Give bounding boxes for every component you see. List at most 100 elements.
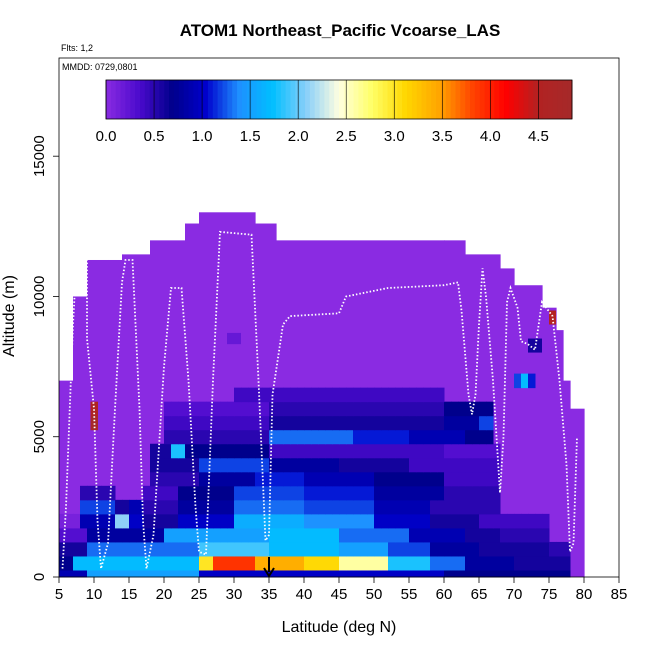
x-tick-label: 45 xyxy=(331,586,348,603)
heatmap-cell xyxy=(458,471,466,487)
heatmap-cell xyxy=(360,443,368,459)
heatmap-cell xyxy=(80,527,88,543)
heatmap-cell xyxy=(73,569,81,578)
heatmap-cell xyxy=(248,527,256,543)
heatmap-cell xyxy=(199,513,207,529)
heatmap-cell xyxy=(465,457,473,473)
heatmap-cell xyxy=(178,513,186,529)
heatmap-cell xyxy=(297,513,305,529)
heatmap-cell xyxy=(451,513,459,529)
heatmap-cell xyxy=(381,471,389,487)
heatmap-cell xyxy=(227,569,235,578)
heatmap-cell xyxy=(115,555,123,571)
colorbar-swatch xyxy=(455,80,461,119)
heatmap-cell xyxy=(395,499,403,515)
heatmap-cell xyxy=(234,471,242,487)
heatmap-cell xyxy=(73,513,81,529)
heatmap-cell xyxy=(276,415,284,431)
heatmap-cell xyxy=(388,569,396,578)
heatmap-cell xyxy=(178,415,186,431)
heatmap-cell xyxy=(213,457,221,473)
heatmap-cell xyxy=(360,569,368,578)
colorbar-tick-label: 4.5 xyxy=(528,128,549,145)
heatmap-cell xyxy=(472,527,480,543)
heatmap-cell xyxy=(157,443,165,459)
heatmap-cell xyxy=(87,527,95,543)
heatmap-cell xyxy=(192,415,200,431)
heatmap-cell xyxy=(290,415,298,431)
heatmap-cell xyxy=(157,555,165,571)
heatmap-cell xyxy=(206,499,214,515)
heatmap-cell xyxy=(521,541,529,557)
heatmap-cell xyxy=(493,541,501,557)
heatmap-cell xyxy=(213,415,221,431)
colorbar-swatch xyxy=(542,80,549,119)
heatmap-cell xyxy=(255,471,263,487)
heatmap-cell xyxy=(472,443,480,459)
heatmap-cell xyxy=(346,569,354,578)
heatmap-cell xyxy=(178,471,186,487)
heatmap-cell xyxy=(150,485,158,501)
heatmap-cell xyxy=(437,555,445,571)
x-tick-label: 60 xyxy=(436,586,453,603)
heatmap-cell xyxy=(241,415,249,431)
heatmap-cell xyxy=(101,499,109,515)
colorbar-swatch xyxy=(552,80,558,119)
colorbar-swatch xyxy=(528,80,534,119)
heatmap-cell xyxy=(269,457,277,473)
heatmap-cell xyxy=(493,485,501,501)
heatmap-cell xyxy=(325,415,333,431)
heatmap-cell xyxy=(213,513,221,529)
colorbar-swatch xyxy=(460,80,466,119)
colorbar-swatch xyxy=(426,80,432,119)
heatmap-cell xyxy=(185,569,193,578)
heatmap-cell xyxy=(381,443,389,459)
heatmap-cell xyxy=(500,527,508,543)
heatmap-cell xyxy=(346,541,354,557)
colorbar-swatch xyxy=(343,80,350,119)
heatmap-cell xyxy=(416,429,424,445)
colorbar-swatch xyxy=(241,80,248,119)
colorbar-swatch xyxy=(227,80,233,119)
heatmap-cell xyxy=(276,401,284,417)
heatmap-cell xyxy=(451,429,459,445)
colorbar-swatch xyxy=(562,80,568,119)
colorbar-swatch xyxy=(135,80,141,119)
heatmap-cell xyxy=(339,527,347,543)
heatmap-cell xyxy=(66,555,74,571)
heatmap-cell xyxy=(353,429,361,445)
heatmap-cell xyxy=(416,513,424,529)
heatmap-cell xyxy=(290,387,298,403)
heatmap-cell xyxy=(178,401,186,417)
heatmap-cell xyxy=(80,485,88,501)
heatmap-cell xyxy=(416,471,424,487)
heatmap-cell xyxy=(192,471,200,487)
heatmap-cell xyxy=(367,555,375,571)
heatmap-cell xyxy=(241,499,249,515)
heatmap-cell xyxy=(381,401,389,417)
heatmap-cell xyxy=(409,499,417,515)
colorbar-swatch xyxy=(154,80,160,119)
heatmap-cell xyxy=(437,443,445,459)
heatmap-cell xyxy=(472,415,480,431)
heatmap-cell xyxy=(444,401,452,417)
heatmap-cell xyxy=(269,499,277,515)
colorbar-swatch xyxy=(198,80,204,119)
heatmap-cell xyxy=(479,471,487,487)
heatmap-cell xyxy=(528,338,542,353)
heatmap-cell xyxy=(66,527,74,543)
heatmap-cell xyxy=(430,555,438,571)
heatmap-cell xyxy=(402,443,410,459)
heatmap-cell xyxy=(108,555,116,571)
heatmap-cell xyxy=(129,513,137,529)
heatmap-cell xyxy=(80,555,88,571)
heatmap-cell xyxy=(367,471,375,487)
heatmap-cell xyxy=(374,415,382,431)
heatmap-cell xyxy=(479,513,487,529)
heatmap-cell xyxy=(234,527,242,543)
heatmap-cell xyxy=(486,443,494,459)
heatmap-cell xyxy=(381,485,389,501)
heatmap-cell xyxy=(192,569,200,578)
heatmap-cell xyxy=(479,569,487,578)
heatmap-cell xyxy=(374,527,382,543)
